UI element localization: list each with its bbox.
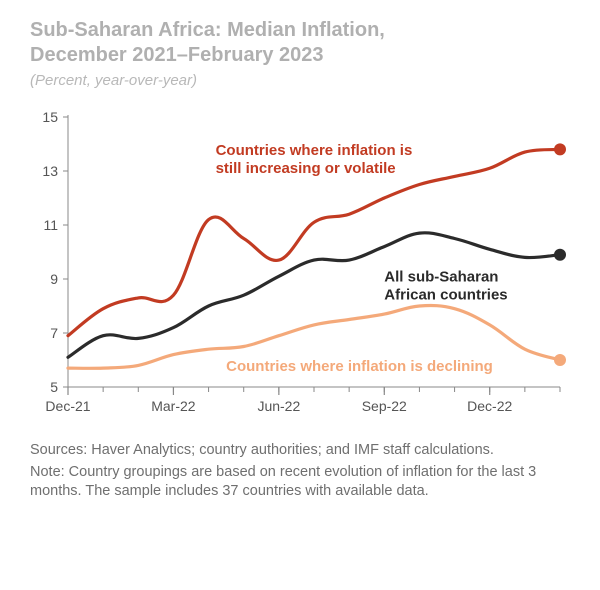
x-tick-label: Dec-22 — [467, 398, 512, 414]
chart-subtitle: (Percent, year-over-year) — [30, 72, 570, 89]
series-label-declining: Countries where inflation is declining — [226, 358, 493, 375]
chart-title: Sub-Saharan Africa: Median Inflation, De… — [30, 18, 570, 68]
series-end-marker-all — [554, 249, 566, 261]
y-tick-label: 5 — [50, 379, 58, 395]
series-label-volatile: Countries where inflation is — [216, 142, 413, 159]
series-line-volatile — [68, 149, 560, 335]
x-tick-label: Jun-22 — [257, 398, 300, 414]
x-tick-label: Dec-21 — [45, 398, 90, 414]
sources-text: Sources: Haver Analytics; country author… — [30, 441, 560, 461]
line-chart: 5 7 9 11 13 15 Dec-21 Mar-22 Jun-22 Sep-22 Dec-22 C… — [30, 107, 570, 427]
note-text: Note: Country groupings are based on rec… — [30, 463, 560, 502]
chart-svg: 5 7 9 11 13 15 Dec-21 Mar-22 Jun-22 Sep-22 Dec-22 C… — [30, 107, 570, 427]
x-tick-label: Sep-22 — [362, 398, 407, 414]
y-tick-label: 13 — [42, 163, 58, 179]
y-tick-label: 11 — [43, 217, 58, 233]
y-tick-label: 9 — [50, 271, 58, 287]
series-label-all: All sub-Saharan — [384, 269, 498, 286]
y-tick-label: 15 — [42, 109, 58, 125]
title-line-1: Sub-Saharan Africa: Median Inflation, — [30, 19, 385, 41]
title-line-2: December 2021–February 2023 — [30, 44, 324, 66]
series-end-marker-declining — [554, 354, 566, 366]
chart-footnotes: Sources: Haver Analytics; country author… — [30, 441, 560, 502]
series-label-all: African countries — [384, 287, 507, 304]
series-label-volatile: still increasing or volatile — [216, 160, 396, 177]
y-tick-label: 7 — [50, 325, 58, 341]
x-tick-label: Mar-22 — [151, 398, 196, 414]
series-end-marker-volatile — [554, 143, 566, 155]
